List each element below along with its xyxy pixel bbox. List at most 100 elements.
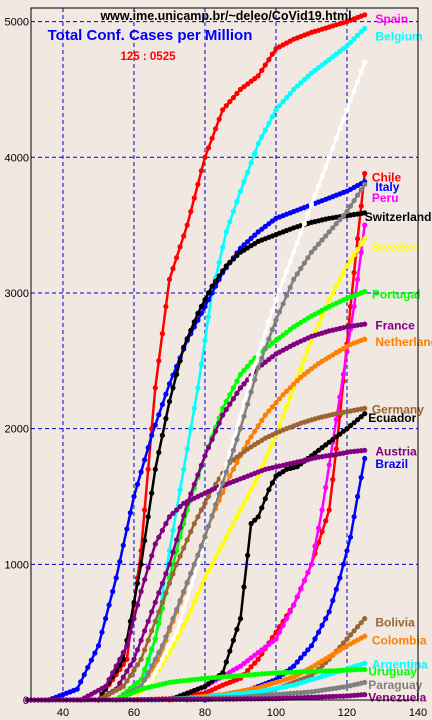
data-point-spain-33 — [213, 126, 219, 132]
data-point-germany-40 — [237, 451, 244, 457]
data-point-germany-24 — [181, 545, 187, 551]
data-point-usa-70 — [362, 181, 368, 187]
data-point-bolivia-46 — [347, 632, 354, 638]
data-point-ecuador-11 — [205, 681, 212, 687]
data-point-peru-30 — [273, 636, 279, 642]
data-point-usa-28 — [213, 502, 219, 508]
data-point-netherlands-34 — [234, 459, 240, 466]
data-point-usa-67 — [351, 198, 357, 204]
data-point-ecuador-19 — [234, 626, 240, 633]
series-usa — [113, 181, 368, 703]
data-point-venezuela-95 — [362, 692, 368, 698]
data-point-chile-57 — [333, 446, 339, 452]
data-point-uk-62 — [344, 107, 350, 113]
data-point-netherlands-43 — [266, 408, 272, 414]
label-austria: Austria — [375, 445, 417, 459]
data-point-belgium-70 — [362, 25, 368, 31]
data-point-sweden-41 — [269, 441, 275, 447]
data-point-uk-55 — [319, 173, 325, 179]
data-point-sweden-50 — [301, 356, 307, 362]
data-point-sweden-60 — [337, 276, 343, 282]
data-point-germany-30 — [202, 500, 208, 506]
data-point-germany-31 — [205, 493, 212, 500]
data-point-sweden-34 — [245, 493, 251, 500]
data-point-peru-38 — [301, 578, 307, 584]
data-point-uk-57 — [326, 154, 332, 160]
data-point-usa-39 — [252, 377, 258, 383]
data-point-italy-27 — [142, 457, 148, 463]
data-point-france-7 — [120, 674, 126, 680]
data-point-peru-44 — [323, 484, 329, 490]
data-point-uk-53 — [312, 192, 318, 198]
data-point-ecuador-21 — [241, 584, 247, 590]
data-point-spain-18 — [159, 331, 165, 337]
data-point-peru-26 — [259, 647, 265, 653]
data-point-peru-37 — [298, 586, 304, 592]
data-point-netherlands-38 — [248, 434, 254, 440]
data-point-uk-58 — [330, 145, 336, 151]
data-point-belgium-53 — [301, 77, 307, 83]
data-point-france-38 — [230, 396, 236, 402]
data-point-belgium-66 — [347, 39, 354, 46]
data-point-belgium-44 — [269, 113, 275, 120]
data-point-switzerland-29 — [198, 303, 204, 310]
data-point-spain-37 — [227, 99, 233, 105]
data-point-spain-30 — [202, 154, 208, 160]
data-point-italy-23 — [127, 510, 133, 516]
data-point-germany-41 — [241, 449, 247, 455]
data-point-spain-19 — [163, 303, 169, 310]
data-point-brazil-38 — [337, 575, 343, 581]
data-point-italy-60 — [259, 226, 265, 232]
data-point-sweden-35 — [248, 487, 254, 493]
data-point-belgium-57 — [316, 65, 322, 71]
data-point-austria-19 — [145, 565, 151, 571]
data-point-germany-19 — [163, 590, 169, 596]
data-point-brazil-35 — [326, 609, 332, 615]
data-point-netherlands-48 — [284, 388, 290, 394]
data-point-brazil-39 — [340, 561, 346, 567]
data-point-usa-26 — [205, 523, 212, 529]
data-point-france-21 — [170, 549, 176, 555]
data-point-netherlands-51 — [294, 378, 300, 384]
data-point-austria-13 — [124, 643, 130, 649]
data-point-uk-54 — [316, 183, 322, 189]
data-point-italy-59 — [255, 229, 261, 235]
data-point-usa-34 — [234, 436, 240, 443]
data-point-france-28 — [195, 472, 201, 478]
data-point-uk-12 — [166, 643, 173, 649]
data-point-belgium-22 — [191, 405, 197, 411]
data-point-portugal-31 — [223, 398, 229, 405]
data-point-switzerland-27 — [191, 319, 197, 325]
data-point-switzerland-24 — [181, 344, 187, 350]
data-point-belgium-32 — [227, 219, 233, 225]
data-point-belgium-18 — [177, 487, 183, 493]
data-point-bolivia-38 — [319, 663, 325, 669]
data-point-ecuador-22 — [245, 552, 251, 558]
data-point-austria-27 — [174, 507, 180, 513]
data-point-brazil-40 — [344, 548, 350, 554]
data-point-portugal-70 — [362, 289, 368, 295]
data-point-austria-12 — [120, 649, 126, 656]
data-point-italy-17 — [106, 602, 112, 608]
data-point-germany-14 — [145, 637, 151, 643]
data-point-bolivia-48 — [355, 624, 361, 630]
data-point-usa-64 — [340, 213, 346, 219]
data-point-france-8 — [124, 668, 130, 674]
data-point-uk-8 — [152, 670, 158, 676]
data-point-belgium-51 — [294, 83, 300, 89]
data-point-austria-25 — [166, 514, 173, 520]
data-point-sweden-57 — [326, 297, 332, 303]
data-point-sweden-16 — [181, 622, 187, 629]
data-point-brazil-25 — [291, 663, 297, 669]
data-point-france-47 — [262, 359, 268, 365]
data-point-spain-41 — [241, 84, 247, 90]
data-point-belgium-69 — [358, 29, 364, 35]
data-point-usa-60 — [326, 229, 332, 235]
data-point-uk-40 — [266, 318, 272, 324]
data-point-spain-29 — [198, 168, 204, 174]
data-point-sweden-45 — [284, 404, 290, 410]
data-point-brazil-44 — [358, 474, 364, 481]
data-point-portugal-34 — [234, 378, 240, 384]
data-point-france-49 — [269, 354, 275, 360]
y-tick-label-1000: 1000 — [5, 559, 29, 571]
